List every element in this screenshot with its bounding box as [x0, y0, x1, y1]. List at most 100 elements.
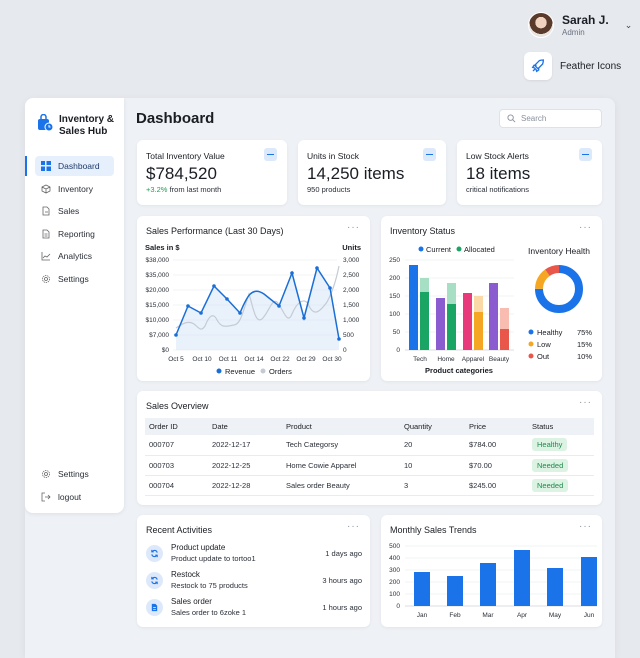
quantity: 20	[400, 435, 465, 456]
brand-line1: Inventory &	[59, 114, 115, 125]
table-row[interactable]: 000707 2022-12-17 Tech Categorsy 20 $784…	[145, 435, 594, 456]
sidebar-item-analytics[interactable]: Analytics	[35, 246, 114, 266]
activity-item[interactable]: Sales order Sales order to 6zoke 1 1 hour…	[146, 597, 362, 617]
rocket-icon	[524, 52, 552, 80]
more-options-button[interactable]: ···	[579, 397, 592, 408]
svg-text:50: 50	[393, 329, 401, 336]
sidebar-item-label: Analytics	[58, 251, 93, 261]
sidebar-item-settings-bottom[interactable]: Settings	[35, 464, 114, 484]
kpi-title: Total Inventory Value	[146, 151, 225, 161]
activity-item[interactable]: Product update Product update to tortoo1 …	[146, 543, 362, 563]
kpi-title: Low Stock Alerts	[466, 151, 529, 161]
kpi-card-units: Units in Stock 14,250 items 950 products	[298, 140, 446, 205]
user-menu[interactable]: Sarah J. Admin ⌄	[528, 12, 632, 38]
sidebar-item-logout[interactable]: logout	[35, 487, 114, 507]
sidebar-item-settings[interactable]: Settings	[35, 269, 114, 289]
column-header[interactable]: Date	[208, 418, 282, 435]
collapse-button[interactable]	[579, 148, 592, 161]
column-header[interactable]: Quantity	[400, 418, 465, 435]
legend-orders: Orders	[269, 367, 292, 376]
search-icon	[507, 114, 516, 123]
svg-text:Apparel: Apparel	[462, 356, 485, 363]
card-title: Inventory Status	[390, 226, 456, 236]
sidebar-item-label: Dashboard	[58, 161, 100, 171]
grid-icon	[41, 161, 51, 171]
svg-text:$20,000: $20,000	[146, 287, 170, 294]
chevron-down-icon[interactable]: ⌄	[624, 19, 633, 30]
svg-text:150: 150	[389, 293, 400, 300]
document-icon	[41, 229, 51, 239]
product: Tech Categorsy	[282, 435, 400, 456]
more-options-button[interactable]: ···	[579, 521, 592, 532]
search-input[interactable]: Search	[499, 109, 602, 128]
status-badge: Healthy	[532, 438, 568, 452]
svg-text:15%: 15%	[577, 340, 592, 349]
gear-icon	[41, 274, 51, 284]
sidebar-nav: Dashboard Inventory Sales Reporting Anal…	[25, 156, 124, 289]
monthly-sales-card: Monthly Sales Trends ··· 500 400 300 200…	[381, 515, 602, 627]
collapse-button[interactable]	[264, 148, 277, 161]
kpi-subtitle: 950 products	[307, 185, 351, 194]
svg-text:0: 0	[343, 347, 347, 354]
svg-text:500: 500	[343, 332, 354, 339]
sidebar-item-reporting[interactable]: Reporting	[35, 224, 114, 244]
order-id: 000704	[145, 475, 208, 496]
kpi-subtitle: +3.2% from last month	[146, 185, 221, 194]
order-id: 000703	[145, 455, 208, 476]
svg-text:Mar: Mar	[482, 612, 494, 619]
table-row[interactable]: 000703 2022-12-25 Home Cowie Apparel 10 …	[145, 455, 594, 476]
svg-text:75%: 75%	[577, 328, 592, 337]
sidebar-item-sales[interactable]: Sales	[35, 201, 114, 221]
svg-text:100: 100	[389, 591, 400, 598]
svg-text:3,000: 3,000	[343, 257, 360, 264]
column-header[interactable]: Price	[465, 418, 528, 435]
svg-text:Oct 10: Oct 10	[192, 356, 212, 363]
quantity: 3	[400, 475, 465, 496]
svg-text:0: 0	[396, 347, 400, 354]
activity-time: 1 days ago	[325, 548, 362, 558]
kpi-subtitle: critical notifications	[466, 185, 529, 194]
activity-title: Restock	[171, 570, 200, 579]
svg-text:250: 250	[389, 257, 400, 264]
more-options-button[interactable]: ···	[579, 222, 592, 233]
sidebar-item-label: Settings	[58, 273, 89, 284]
svg-text:500: 500	[389, 543, 400, 550]
kpi-card-inventory-value: Total Inventory Value $784,520 +3.2% fro…	[137, 140, 287, 205]
price: $70.00	[465, 455, 528, 476]
right-axis-label: Units	[342, 243, 361, 252]
activity-title: Sales order	[171, 597, 212, 606]
legend-revenue: Revenue	[225, 367, 255, 376]
kpi-value: 18 items	[466, 164, 531, 183]
svg-text:1,000: 1,000	[343, 317, 360, 324]
column-header[interactable]: Status	[528, 418, 594, 435]
user-name: Sarah J.	[562, 13, 609, 27]
kpi-change: +3.2%	[146, 185, 168, 194]
feather-icons-link[interactable]: Feather Icons	[524, 52, 621, 80]
order-date: 2022-12-28	[208, 475, 282, 496]
sidebar-item-inventory[interactable]: Inventory	[35, 179, 114, 199]
status-badge: Needed	[532, 458, 569, 472]
svg-text:Oct 30: Oct 30	[322, 356, 342, 363]
svg-text:Apr: Apr	[517, 612, 528, 619]
column-header[interactable]: Order ID	[145, 418, 208, 435]
more-options-button[interactable]: ···	[347, 222, 360, 233]
activity-item[interactable]: Restock Restock to 75 products 3 hours ag…	[146, 570, 362, 590]
svg-text:Jan: Jan	[417, 612, 428, 619]
sidebar-item-dashboard[interactable]: Dashboard	[25, 156, 114, 176]
svg-text:May: May	[549, 612, 562, 619]
more-options-button[interactable]: ···	[347, 521, 360, 532]
column-header[interactable]: Product	[282, 418, 400, 435]
card-title: Recent Activities	[146, 525, 213, 535]
svg-text:2,000: 2,000	[343, 287, 360, 294]
product: Sales order Beauty	[282, 475, 400, 496]
gear-icon	[41, 469, 51, 479]
inventory-status-chart: Current Allocated 250 200 150 100 50 0	[389, 245, 592, 375]
monthly-sales-chart: 500 400 300 200 100 0	[389, 543, 597, 619]
sales-table: Order ID Date Product Quantity Price Sta…	[145, 418, 594, 496]
card-title: Sales Performance (Last 30 Days)	[146, 226, 284, 236]
table-row[interactable]: 000704 2022-12-28 Sales order Beauty 3 $…	[145, 475, 594, 496]
collapse-button[interactable]	[423, 148, 436, 161]
chart-line-icon	[41, 251, 51, 261]
sidebar-item-label: Inventory	[58, 183, 93, 194]
svg-text:Beauty: Beauty	[489, 356, 510, 363]
